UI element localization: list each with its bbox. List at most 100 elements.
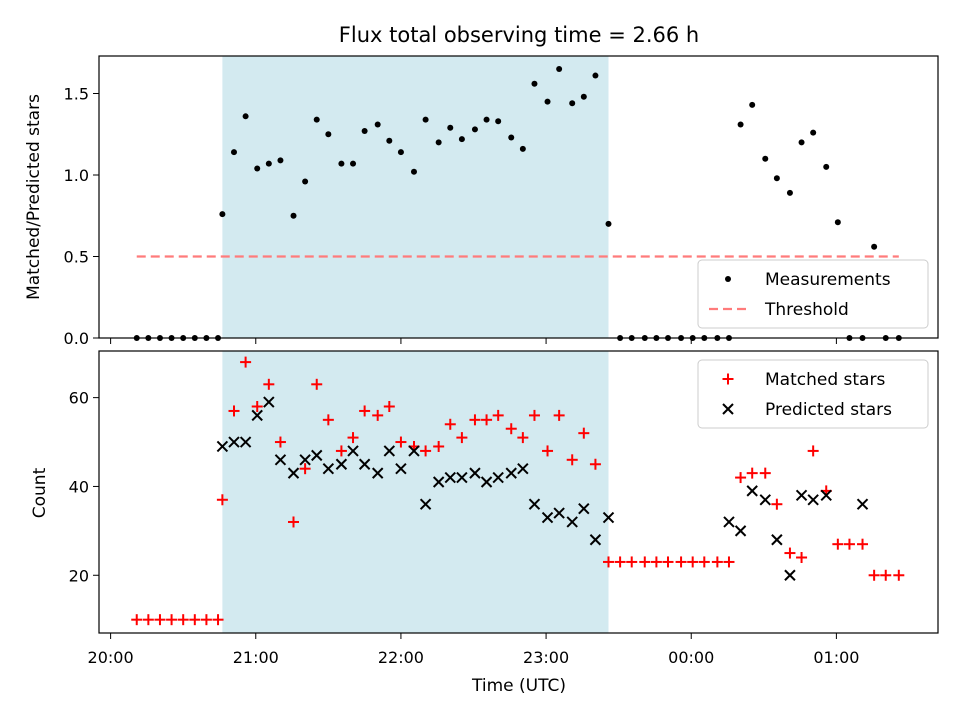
count-y-ticks: 20 40 60 — [69, 389, 99, 585]
matched-star-point — [880, 569, 892, 581]
legend-label: Matched stars — [765, 370, 885, 390]
predicted-star-point — [723, 516, 735, 528]
ratio-y-axis-label: Matched/Predicted stars — [24, 94, 44, 300]
matched-star-point — [578, 427, 590, 439]
matched-star-point — [228, 405, 240, 417]
predicted-star-point — [602, 511, 615, 524]
matched-star-point — [444, 418, 456, 430]
y-tick-label: 0.5 — [64, 247, 89, 266]
matched-star-point — [469, 414, 481, 426]
matched-star-point — [687, 556, 699, 568]
matched-star-point — [347, 432, 359, 444]
count-legend: Matched stars Predicted stars — [697, 359, 929, 429]
measurement-point — [254, 165, 261, 172]
measurement-point — [242, 113, 249, 120]
measurement-point — [410, 168, 417, 175]
measurement-point — [219, 211, 226, 218]
matched-star-point — [893, 569, 905, 581]
matched-star-point — [553, 409, 565, 421]
legend-label: Predicted stars — [765, 400, 892, 420]
measurement-point — [519, 145, 526, 152]
x-tick-label: 23:00 — [523, 648, 569, 667]
y-tick-label: 40 — [69, 477, 89, 496]
count-x-ticks: 20:00 21:00 22:00 23:00 00:00 01:00 — [88, 633, 859, 667]
count-marks — [131, 356, 905, 626]
matched-star-point — [274, 436, 286, 448]
predicted-star-point — [528, 498, 541, 510]
measurement-point — [786, 189, 793, 196]
legend-box — [697, 359, 929, 429]
matched-star-point — [857, 538, 869, 550]
matched-star-point — [723, 556, 735, 568]
matched-star-point — [492, 409, 504, 421]
matched-star-point — [481, 414, 493, 426]
count-y-axis-label: Count — [30, 467, 50, 518]
matched-star-point — [142, 614, 154, 626]
predicted-star-point — [322, 462, 335, 475]
matched-star-point — [602, 556, 614, 568]
predicted-star-point — [589, 534, 602, 546]
matched-star-point — [263, 378, 275, 390]
predicted-star-point — [239, 436, 252, 448]
matched-star-point — [589, 458, 601, 470]
matched-star-point — [420, 445, 432, 457]
predicted-star-point — [469, 467, 481, 479]
matched-star-point — [311, 378, 323, 390]
count-panel-frame — [98, 350, 939, 634]
predicted-star-point — [432, 476, 445, 488]
predicted-star-point — [228, 436, 240, 448]
measurement-point — [350, 160, 357, 167]
matched-star-point — [299, 463, 311, 475]
measurement-point — [798, 139, 805, 146]
matched-star-point — [517, 432, 529, 444]
x-axis-label: Time (UTC) — [471, 676, 566, 696]
matched-star-point — [288, 516, 300, 528]
predicted-star-point — [553, 507, 565, 519]
matched-star-point — [771, 498, 783, 510]
measurement-point — [277, 157, 284, 164]
matched-star-point — [456, 432, 468, 444]
ratio-y-ticks: 0.0 0.5 1.0 1.5 — [64, 84, 99, 348]
observing-window-shade-bottom — [222, 351, 609, 633]
measurement-point — [737, 121, 744, 128]
measurement-point — [302, 178, 309, 185]
matched-star-point — [650, 556, 662, 568]
measurement-point — [834, 219, 841, 226]
matched-star-point — [505, 423, 517, 435]
matched-star-point — [843, 538, 855, 550]
measurement-point — [508, 134, 515, 141]
predicted-star-point — [274, 454, 287, 466]
matched-star-point — [322, 414, 334, 426]
matched-star-point — [216, 494, 228, 506]
ratio-x-ticks — [110, 338, 837, 344]
legend-matched-key — [722, 373, 734, 385]
predicted-star-point — [566, 516, 578, 528]
matched-star-point — [807, 445, 819, 457]
predicted-star-point — [856, 498, 869, 510]
predicted-star-point — [517, 462, 529, 475]
matched-star-point — [698, 556, 710, 568]
matched-star-point — [675, 556, 687, 568]
measurement-point — [435, 139, 442, 146]
matched-star-point — [566, 454, 578, 466]
matched-star-point — [542, 445, 554, 457]
measurement-point — [313, 116, 320, 123]
measurement-point — [325, 131, 332, 138]
measurement-point — [338, 160, 345, 167]
predicted-star-point — [444, 471, 456, 484]
matched-star-point — [784, 547, 796, 559]
measurement-point — [386, 137, 393, 144]
measurement-point — [605, 220, 612, 227]
measurement-point — [773, 175, 780, 182]
predicted-star-point — [395, 462, 407, 475]
x-tick-label: 01:00 — [813, 648, 859, 667]
matched-star-point — [746, 467, 758, 479]
predicted-star-point — [383, 445, 396, 457]
matched-star-point — [359, 405, 371, 417]
matched-star-point — [735, 472, 747, 484]
matched-star-point — [154, 614, 166, 626]
measurement-point — [265, 160, 272, 167]
matched-star-point — [251, 401, 263, 413]
ratio-marks — [133, 66, 902, 341]
